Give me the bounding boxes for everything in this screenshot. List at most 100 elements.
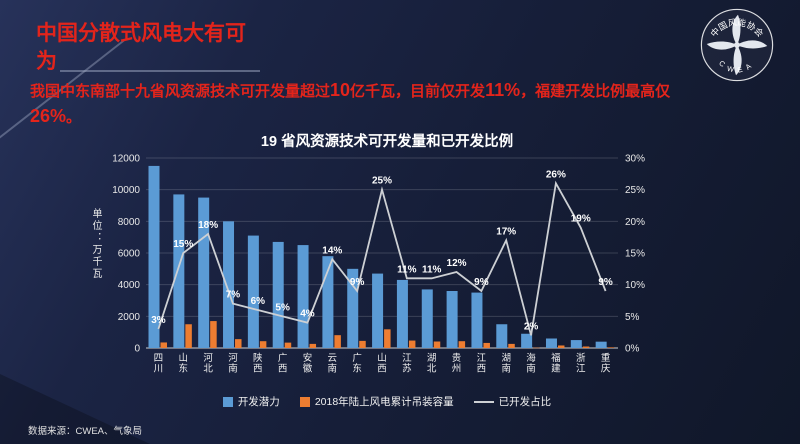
body-text-segment: 。 [66, 108, 82, 126]
chart-title: 19 省风资源技术可开发量和已开发比例 [260, 134, 514, 150]
bar-potential [471, 292, 483, 348]
data-source-note: 数据来源：CWEA、气象局 [28, 426, 143, 437]
ratio-data-label: 5% [275, 302, 290, 313]
bar-potential [421, 289, 433, 348]
legend-swatch-installed [299, 396, 310, 407]
legend-swatch-potential [222, 396, 233, 407]
bar-installed [210, 321, 217, 348]
body-number-emphasis: 10 [330, 80, 351, 100]
bar-installed [557, 345, 565, 348]
ratio-data-label: 2% [524, 321, 539, 332]
x-axis-category-label: 安徽 [303, 352, 313, 375]
pinwheel-icon [706, 14, 768, 76]
bar-potential [247, 235, 259, 348]
body-number-emphasis: 11% [485, 80, 521, 100]
x-axis-category-label: 河南 [228, 352, 238, 375]
ratio-data-label: 6% [251, 296, 266, 307]
bar-potential [396, 279, 408, 348]
body-text-segment: 亿千瓦，目前仅开发 [350, 83, 486, 100]
x-axis-category-label: 江西 [477, 353, 487, 375]
right-axis-tick-label: 30% [625, 154, 645, 165]
bar-installed [284, 342, 292, 348]
bar-installed [433, 341, 441, 348]
x-axis-category-label: 海南 [526, 352, 536, 375]
body-number-emphasis: 26% [30, 105, 67, 126]
bar-potential [148, 165, 160, 348]
x-axis-category-label: 福建 [551, 352, 561, 375]
ratio-data-label: 9% [474, 277, 489, 288]
ratio-data-label: 4% [300, 309, 315, 320]
decor-corner-shadow [0, 374, 150, 444]
bar-potential [372, 273, 384, 348]
bar-potential [223, 221, 235, 348]
ratio-data-label: 15% [173, 239, 193, 250]
body-text-segment: 我国中东南部十九省风资源技术可开发量超过 [30, 83, 331, 100]
bar-potential [570, 340, 582, 348]
bar-potential [198, 197, 210, 348]
right-axis-tick-label: 10% [625, 280, 645, 291]
legend-label-ratio: 已开发占比 [498, 396, 552, 408]
bar-potential [297, 245, 309, 348]
legend-item-ratio: 已开发占比 [473, 394, 552, 409]
bar-potential [595, 341, 607, 348]
bar-installed [160, 342, 167, 348]
x-axis-category-label: 湖南 [501, 353, 511, 375]
bar-potential [347, 268, 359, 348]
x-axis-category-label: 江苏 [402, 353, 412, 375]
bar-installed [508, 343, 515, 348]
bar-potential [545, 338, 557, 348]
ratio-data-label: 3% [151, 315, 166, 326]
x-axis-category-label: 重庆 [601, 352, 611, 375]
legend-label-potential: 开发潜力 [237, 396, 280, 408]
x-axis-category-label: 山西 [377, 353, 387, 375]
ratio-data-label: 12% [447, 258, 467, 269]
x-axis-category-label: 山东 [179, 353, 189, 375]
right-axis-tick-label: 25% [625, 185, 645, 196]
left-axis-tick-label: 12000 [112, 154, 140, 165]
bar-installed [309, 343, 317, 348]
x-axis-category-label: 贵州 [452, 352, 462, 375]
cwea-logo: 中国风能协会 CWEA [700, 8, 774, 82]
slide-title: 中国分散式风电大有可为 [36, 22, 246, 74]
ratio-data-label: 19% [571, 214, 591, 225]
left-axis-tick-label: 10000 [112, 185, 140, 196]
bar-potential [322, 256, 334, 348]
left-axis-tick-label: 6000 [118, 249, 141, 260]
right-axis-tick-label: 20% [625, 217, 645, 228]
bar-installed [607, 347, 615, 348]
slide-body-text: 我国中东南部十九省风资源技术可开发量超过10亿千瓦，目前仅开发11%，福建开发比… [30, 78, 692, 129]
ratio-data-label: 9% [598, 277, 613, 288]
x-axis-category-label: 广东 [352, 352, 362, 375]
left-axis-tick-label: 8000 [118, 217, 141, 228]
left-axis-tick-label: 4000 [118, 280, 141, 291]
right-axis-tick-label: 15% [625, 249, 645, 260]
bar-installed [235, 339, 242, 348]
chart-legend: 开发潜力 2018年陆上风电累计吊装容量 已开发占比 [82, 394, 692, 409]
bar-potential [521, 333, 533, 348]
ratio-data-label: 18% [198, 220, 218, 231]
title-underline-rule [60, 70, 260, 72]
bar-installed [408, 340, 416, 348]
bar-installed [259, 341, 267, 348]
x-axis-category-label: 广西 [278, 352, 288, 375]
x-axis-category-label: 浙江 [576, 352, 586, 375]
legend-item-potential: 开发潜力 [222, 394, 280, 409]
right-axis-tick-label: 5% [625, 312, 640, 323]
legend-line-swatch-ratio [473, 400, 494, 403]
right-axis-tick-label: 0% [625, 344, 640, 355]
ratio-line [157, 180, 607, 336]
y-axis-unit-label: 单位：万千瓦 [90, 208, 101, 280]
ratio-data-label: 11% [397, 264, 417, 275]
left-axis-tick-label: 2000 [118, 312, 141, 323]
bar-installed [359, 340, 366, 348]
bar-installed [458, 341, 466, 348]
bar-installed [533, 347, 540, 349]
x-axis-category-label: 陕西 [253, 352, 263, 375]
x-axis-category-label: 云南 [328, 353, 338, 375]
x-axis-category-label: 湖北 [427, 353, 437, 375]
bar-installed [582, 346, 590, 348]
bar-potential [173, 194, 185, 348]
ratio-data-label: 11% [422, 264, 442, 275]
body-text-segment: ，福建开发比例最高仅 [520, 83, 671, 100]
ratio-data-label: 9% [350, 277, 365, 288]
